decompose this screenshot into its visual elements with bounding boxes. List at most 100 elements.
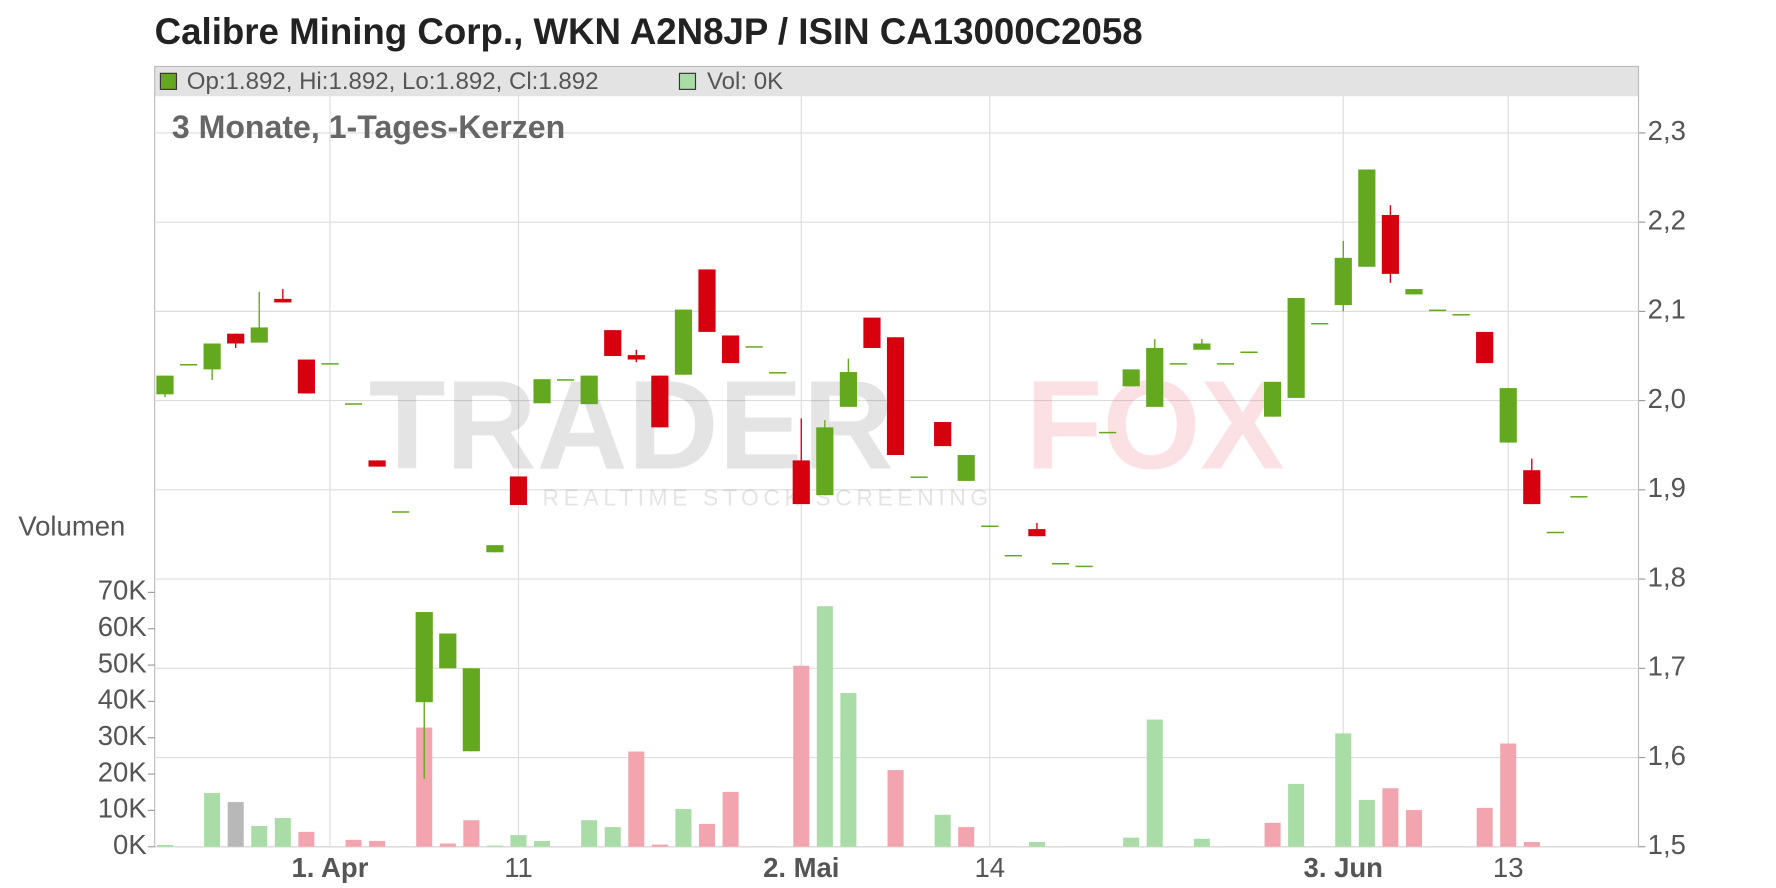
- candle-body: [1122, 369, 1140, 387]
- volume-axis-label: Volumen: [18, 510, 125, 541]
- volume-info: Vol: 0K: [707, 68, 783, 95]
- candle-body: [1476, 331, 1494, 364]
- volume-bar: [1358, 799, 1375, 847]
- candle-body: [604, 330, 622, 356]
- x-tick-label: 3. Jun: [1304, 852, 1383, 883]
- volume-bar: [1146, 719, 1163, 847]
- y2-tick-label: 40K: [98, 684, 148, 715]
- subtitle: 3 Monate, 1-Tages-Kerzen: [172, 109, 565, 145]
- volume-bar: [934, 814, 951, 847]
- volume-bar: [251, 826, 268, 847]
- candle-body: [179, 364, 198, 366]
- candle-body: [1240, 351, 1258, 354]
- volume-bar: [1382, 788, 1399, 847]
- candle-body: [227, 333, 245, 344]
- candle-body: [297, 359, 315, 394]
- volume-bar: [156, 844, 174, 847]
- y-tick-label: 2,2: [1648, 204, 1686, 235]
- candle-body: [462, 668, 480, 752]
- x-tick-label: 14: [974, 852, 1005, 883]
- volume-bar: [1476, 807, 1493, 847]
- volume-bar: [369, 840, 386, 847]
- volume-bar: [722, 791, 739, 847]
- candle-body: [1452, 314, 1470, 316]
- candle-body: [863, 317, 881, 348]
- candle-body: [1028, 529, 1046, 537]
- candle-body: [934, 422, 952, 447]
- volume-bar: [510, 835, 527, 847]
- y2-tick-label: 20K: [98, 756, 148, 787]
- volume-bar: [227, 802, 244, 847]
- candle-body: [1004, 554, 1022, 557]
- volume-bar: [1500, 743, 1517, 847]
- volume-bar: [534, 840, 551, 847]
- candle-body: [203, 343, 221, 370]
- candle-body: [1405, 289, 1423, 295]
- y2-tick-label: 70K: [98, 575, 148, 606]
- y-tick-label: 1,8: [1648, 561, 1686, 592]
- candle-body: [1051, 563, 1070, 565]
- candle-body: [415, 612, 433, 703]
- y2-tick-label: 0K: [113, 829, 147, 860]
- volume-bar: [204, 792, 221, 847]
- volume-bar: [628, 751, 645, 847]
- candle-body: [1428, 309, 1447, 312]
- volume-bar: [1028, 842, 1045, 847]
- candle-body: [886, 337, 905, 456]
- candle-body: [1075, 565, 1093, 568]
- y-tick-label: 2,0: [1648, 383, 1686, 414]
- candle-body: [816, 427, 834, 496]
- volume-bar: [887, 770, 904, 847]
- candle-body: [698, 269, 716, 332]
- volume-bar: [604, 827, 621, 847]
- volume-bar: [958, 827, 975, 847]
- candle-body: [1169, 363, 1187, 365]
- candle-body: [1381, 215, 1399, 274]
- volume-bar: [1523, 842, 1540, 847]
- candle-legend-swatch: [159, 72, 178, 90]
- volume-bar: [651, 844, 668, 847]
- y-tick-label: 2,1: [1648, 294, 1686, 325]
- ohlc-info: Op:1.892, Hi:1.892, Lo:1.892, Cl:1.892: [187, 68, 599, 95]
- volume-bar: [816, 606, 833, 847]
- volume-bar: [1288, 783, 1305, 847]
- candle-body: [557, 379, 575, 381]
- volume-bar: [416, 727, 433, 847]
- candle-body: [1099, 431, 1117, 434]
- y-tick-label: 1,7: [1648, 651, 1686, 682]
- candle-body: [1216, 363, 1235, 365]
- candle-body: [957, 455, 975, 481]
- candle-body: [1193, 343, 1211, 350]
- x-tick-label: 2. Mai: [763, 852, 839, 883]
- candle-body: [1287, 297, 1305, 398]
- candle-body: [721, 335, 740, 364]
- candle-body: [1546, 531, 1564, 534]
- y-tick-label: 2,3: [1648, 115, 1686, 146]
- volume-bar: [1335, 733, 1352, 847]
- volume-bar: [581, 820, 598, 847]
- volume-bar: [345, 839, 362, 847]
- y-tick-label: 1,6: [1648, 740, 1686, 771]
- candle-body: [792, 460, 810, 505]
- y2-tick-label: 60K: [98, 611, 148, 642]
- volume-bar: [274, 818, 291, 847]
- candle-body: [651, 375, 669, 428]
- volume-bar: [1193, 838, 1210, 847]
- candle-body: [392, 511, 410, 513]
- candle-body: [580, 375, 598, 405]
- info-bar: [154, 66, 1639, 97]
- watermark-tagline: REALTIME STOCK SCREENING: [543, 485, 993, 511]
- y2-tick-label: 10K: [98, 793, 148, 824]
- volume-bar: [1123, 837, 1140, 847]
- candle-body: [344, 403, 363, 405]
- candle-body: [674, 309, 693, 375]
- candle-body: [1570, 496, 1588, 498]
- volume-bar: [463, 820, 480, 847]
- candle-body: [250, 327, 268, 343]
- candle-body: [1334, 257, 1352, 306]
- y2-tick-label: 30K: [98, 720, 148, 751]
- y-tick-label: 1,5: [1648, 829, 1686, 860]
- candle-body: [627, 355, 645, 360]
- candle-body: [1146, 347, 1164, 407]
- volume-bar: [840, 693, 857, 847]
